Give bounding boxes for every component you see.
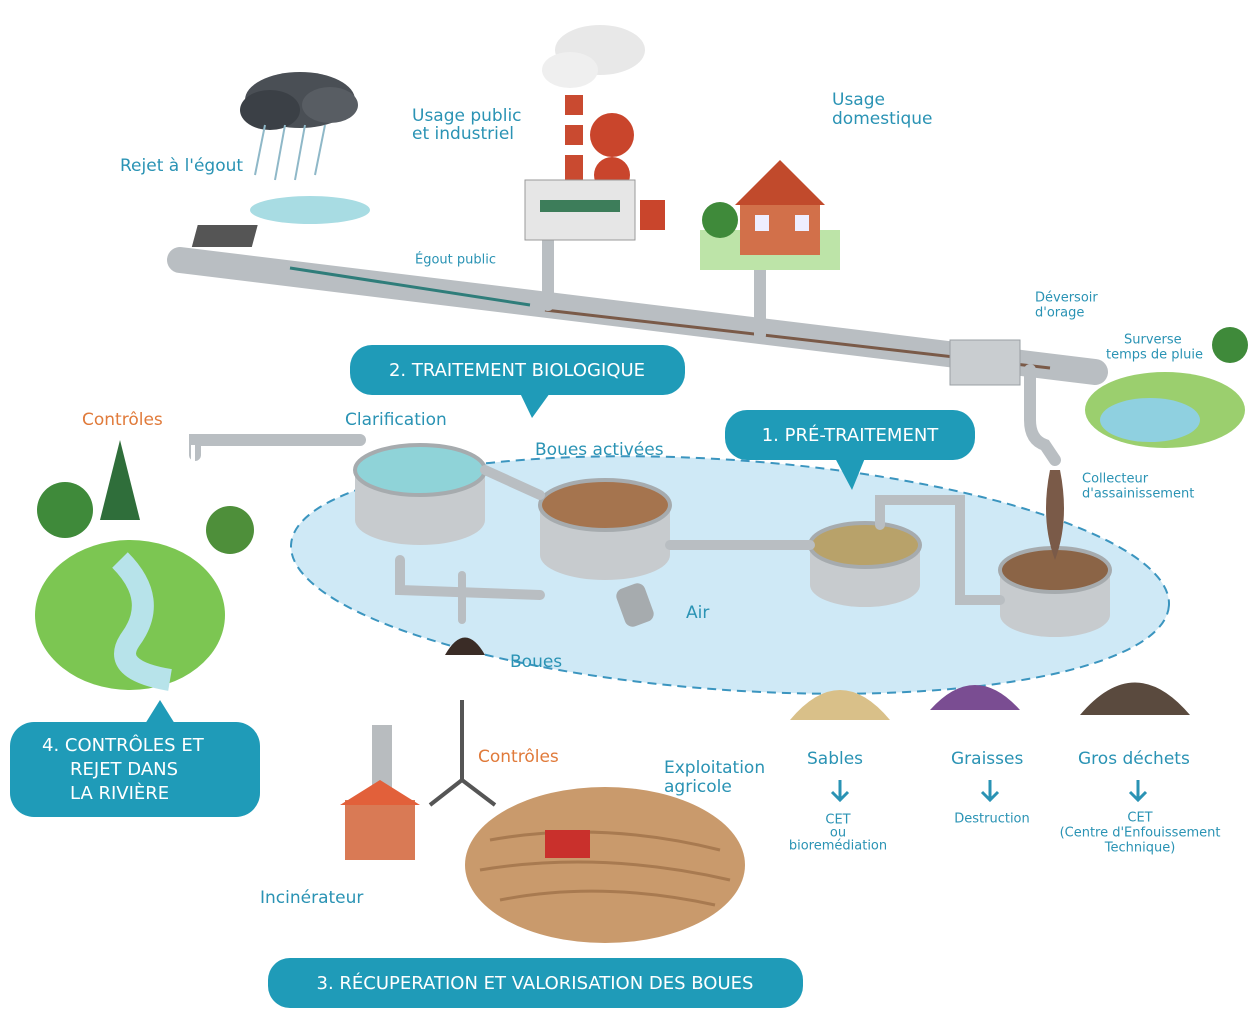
step-title: 4. CONTRÔLES ET	[42, 734, 205, 756]
label: Graisses	[951, 749, 1023, 769]
step-title: 3. RÉCUPERATION ET VALORISATION DES BOUE…	[317, 972, 754, 994]
tanks-part	[540, 480, 670, 530]
label: CET	[1127, 811, 1152, 826]
step-title: 2. TRAITEMENT BIOLOGIQUE	[389, 360, 645, 381]
label: Gros déchets	[1078, 749, 1190, 769]
house-part	[702, 202, 738, 238]
sewer-pipe-part	[1030, 370, 1055, 460]
factory-part	[565, 145, 583, 155]
label: Boues	[510, 652, 562, 672]
factory-part	[565, 95, 583, 185]
waste-piles-part	[790, 690, 890, 720]
house-part	[755, 215, 769, 231]
label: Rejet à l'égout	[120, 156, 243, 176]
factory-part	[640, 200, 665, 230]
overflow-pond-part	[1100, 398, 1200, 442]
river-part	[37, 482, 93, 538]
label: bioremédiation	[789, 839, 887, 854]
label: Exploitation	[664, 758, 765, 778]
incinerator	[340, 725, 420, 860]
house	[700, 160, 840, 270]
label: Air	[686, 603, 709, 623]
waste-piles-part	[1080, 683, 1190, 716]
factory-part	[540, 200, 620, 212]
rain-cloud-part	[250, 196, 370, 224]
callouts-part	[520, 393, 550, 418]
rain-cloud-part	[240, 90, 300, 130]
factory	[525, 25, 665, 240]
label: Contrôles	[82, 410, 163, 430]
page: Assainissement {"labels": { "rejet_egout…	[0, 0, 1252, 1012]
sewer-pipe-part	[950, 340, 1020, 385]
waste-piles-part	[832, 780, 1146, 800]
overflow-pond-part	[1212, 327, 1248, 363]
label: et industriel	[412, 124, 514, 144]
step-title: REJET DANS	[70, 759, 178, 780]
label: Déversoir	[1035, 291, 1098, 306]
label: Collecteur	[1082, 472, 1149, 487]
rain-cloud-part	[192, 225, 258, 247]
farm-field	[465, 787, 745, 943]
label: Surverse	[1124, 333, 1182, 348]
label: (Centre d'Enfouissement	[1060, 826, 1221, 841]
step-title: LA RIVIÈRE	[70, 782, 169, 804]
factory-part	[542, 52, 598, 88]
river-part	[100, 440, 140, 520]
body: 2. TRAITEMENT BIOLOGIQUE 1. PRÉ-TRAITEME…	[0, 0, 1252, 1012]
rain-cloud-part	[255, 125, 325, 180]
incinerator-part	[340, 780, 420, 805]
label: d'orage	[1035, 306, 1084, 321]
tanks-part	[355, 445, 485, 495]
factory-part	[590, 113, 634, 157]
callouts-part	[145, 700, 175, 724]
step-title: 1. PRÉ-TRAITEMENT	[762, 424, 940, 446]
label: Contrôles	[478, 747, 559, 767]
label: Usage	[832, 90, 885, 110]
label: agricole	[664, 777, 732, 797]
diagram: 2. TRAITEMENT BIOLOGIQUE 1. PRÉ-TRAITEME…	[0, 0, 1252, 1012]
label: Technique)	[1104, 841, 1176, 856]
house-part	[735, 160, 825, 205]
label: Incinérateur	[260, 888, 363, 908]
label: d'assainissement	[1082, 487, 1194, 502]
label: temps de pluie	[1106, 348, 1203, 363]
label: Usage public	[412, 106, 522, 126]
tanks-part	[195, 440, 360, 455]
label: domestique	[832, 109, 932, 129]
tanks-part	[810, 523, 920, 567]
label: Boues activées	[535, 440, 664, 460]
label: Destruction	[954, 812, 1030, 827]
river	[35, 440, 254, 690]
farm-field-part	[545, 830, 590, 858]
incinerator-part	[345, 800, 415, 860]
factory-part	[565, 115, 583, 125]
rain-cloud-part	[302, 87, 358, 123]
house-part	[795, 215, 809, 231]
river-part	[206, 506, 254, 554]
label: Clarification	[345, 410, 447, 430]
label: Sables	[807, 749, 863, 769]
label: Égout public	[415, 252, 496, 268]
